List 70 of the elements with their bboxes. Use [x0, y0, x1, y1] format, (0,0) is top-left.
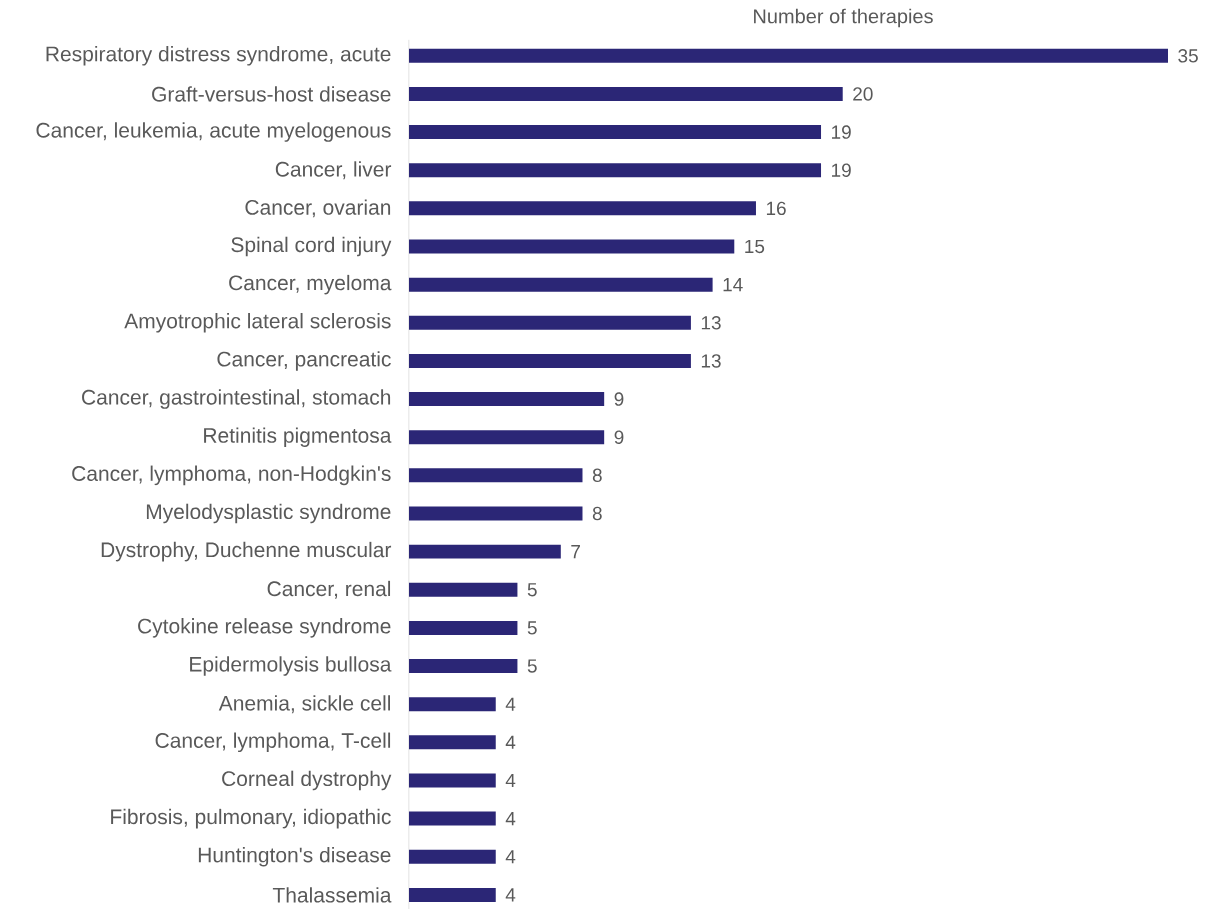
- bar: [409, 887, 496, 902]
- data-label: 4: [505, 735, 516, 749]
- data-label: 5: [527, 583, 537, 597]
- bar: [409, 125, 822, 140]
- y-tick-label: Retinitis pigmentosa: [204, 427, 392, 447]
- bar: [409, 849, 496, 864]
- data-label: 4: [505, 697, 516, 711]
- bar: [409, 86, 843, 101]
- bar: [409, 239, 735, 254]
- bar: [409, 353, 691, 368]
- y-tick-label: Cancer, renal: [267, 580, 391, 599]
- data-label: 5: [527, 621, 537, 635]
- bar: [409, 735, 496, 750]
- y-tick-label: Thalassemia: [272, 887, 392, 903]
- y-tick-label: Huntington's disease: [198, 846, 391, 867]
- y-tick-label: Epidermolysis bullosa: [190, 656, 392, 676]
- y-tick-label: Cancer, lymphoma, non-Hodgkin's: [72, 465, 391, 486]
- data-label: 19: [832, 163, 851, 177]
- bar: [409, 620, 518, 635]
- y-tick-label: Cytokine release syndrome: [138, 618, 391, 638]
- data-label: 4: [505, 850, 516, 864]
- bar: [409, 773, 496, 788]
- y-tick-label: Anemia, sickle cell: [218, 695, 391, 714]
- y-tick-label: Respiratory distress syndrome, acute: [46, 46, 391, 66]
- bar: [409, 315, 691, 330]
- y-tick-label: Cancer, gastrointestinal, stomach: [82, 389, 391, 409]
- y-tick-label: Amyotrophic lateral sclerosis: [124, 313, 391, 333]
- y-tick-label: Cancer, leukemia, acute myelogenous: [36, 122, 391, 142]
- data-label: 19: [832, 125, 851, 139]
- bar: [409, 163, 822, 178]
- y-tick-label: Dystrophy, Duchenne muscular: [101, 541, 392, 562]
- bar: [409, 582, 518, 597]
- bar: [409, 468, 583, 483]
- data-label: 4: [505, 773, 516, 787]
- y-tick-label: Cancer, pancreatic: [217, 351, 391, 371]
- y-tick-label: Cancer, liver: [275, 161, 392, 180]
- y-tick-label: Cancer, myeloma: [229, 274, 392, 295]
- bar: [409, 430, 605, 445]
- bar: [409, 48, 1168, 63]
- data-label: 35: [1178, 49, 1198, 63]
- bar: [409, 811, 496, 826]
- bar: [409, 277, 713, 292]
- y-tick-label: Cancer, ovarian: [245, 199, 391, 218]
- data-label: 4: [505, 812, 516, 826]
- bar: [409, 659, 518, 674]
- y-tick-label: Fibrosis, pulmonary, idiopathic: [111, 808, 391, 829]
- data-label: 16: [766, 201, 786, 216]
- data-label: 20: [853, 87, 873, 101]
- data-label: 8: [592, 468, 602, 483]
- bar: [409, 697, 496, 712]
- y-tick-label: Spinal cord injury: [231, 236, 392, 257]
- data-label: 14: [723, 278, 743, 292]
- data-label: 5: [527, 659, 537, 673]
- bar: [409, 392, 605, 407]
- y-tick-label: Corneal dystrophy: [222, 770, 392, 791]
- y-tick-label: Myelodysplastic syndrome: [146, 503, 391, 524]
- bar: [409, 506, 583, 521]
- data-label: 4: [505, 888, 516, 902]
- y-tick-label: Cancer, lymphoma, T-cell: [155, 732, 391, 753]
- data-label: 9: [614, 430, 624, 444]
- data-label: 15: [745, 239, 765, 254]
- bar: [409, 544, 561, 559]
- chart-title: Number of therapies: [754, 8, 933, 28]
- data-label: 9: [614, 392, 624, 406]
- data-label: 13: [701, 354, 721, 368]
- y-tick-label: Graft-versus-host disease: [152, 86, 391, 102]
- data-label: 13: [701, 316, 721, 330]
- data-label: 7: [571, 545, 580, 559]
- data-label: 8: [592, 506, 602, 521]
- bar: [409, 201, 756, 216]
